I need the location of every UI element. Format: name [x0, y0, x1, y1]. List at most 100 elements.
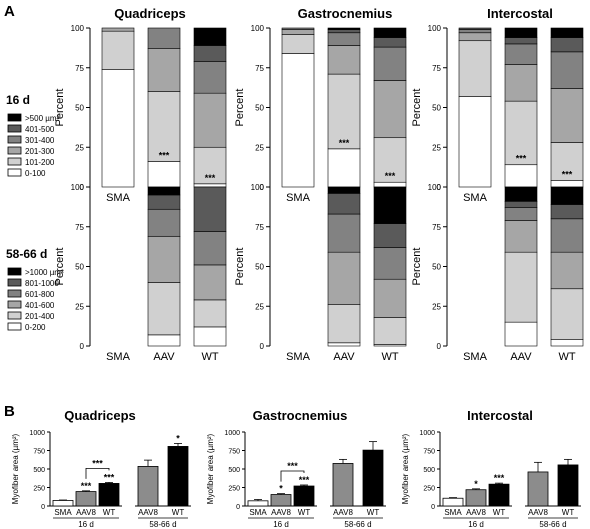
y-tick-label: 50 — [432, 104, 441, 113]
stacked-bar-segment — [504, 220, 538, 253]
y-tick-label: 25 — [255, 302, 264, 311]
stacked-bar-segment — [193, 264, 227, 301]
group-label: 58-66 d — [149, 520, 176, 529]
y-tick-label: 75 — [75, 64, 84, 73]
y-axis-label: Percent — [54, 89, 66, 127]
stacked-bar-segment — [550, 218, 584, 253]
legend-58-66d-title: 58-66 d — [6, 247, 47, 261]
bar — [557, 464, 579, 507]
x-tick-label: AAV8 — [76, 508, 96, 517]
stacked-bar-segment — [101, 27, 135, 32]
legend-swatch — [7, 157, 22, 166]
stacked-bar-segment — [550, 27, 584, 38]
legend-swatch — [7, 300, 22, 309]
stacked-bar-segment — [373, 27, 407, 38]
y-tick-label: 0 — [437, 183, 442, 192]
summary-title-quadriceps: Quadriceps — [64, 408, 136, 423]
y-tick-label: 75 — [255, 64, 264, 73]
stacked-bar-segment — [458, 40, 492, 97]
stacked-chart-gastrocnemius-58-66d: 0 25 50 75 100 Percent SMA AAV WT — [234, 183, 407, 363]
legend-label: 0-100 — [25, 169, 46, 178]
legend-16d-title: 16 d — [6, 93, 30, 107]
stacked-bar-segment — [327, 342, 361, 347]
stacked-bar-segment — [327, 251, 361, 305]
stacked-bar-segment — [373, 223, 407, 248]
y-tick-label: 0 — [80, 183, 85, 192]
bar — [98, 483, 120, 507]
legend-58-66d: 58-66 d >1000 µm² 801-1000 601-800 401-600 2… — [6, 247, 64, 332]
stacked-bar-segment — [147, 208, 181, 237]
significance-mark: * — [176, 433, 180, 443]
stacked-bar-segment — [504, 27, 538, 38]
stacked-bar-segment — [193, 45, 227, 62]
legend-swatch — [7, 113, 22, 122]
stacked-bar-segment — [327, 29, 361, 34]
stacked-bar-segment — [281, 53, 315, 188]
x-tick-label: SMA — [249, 508, 267, 517]
stacked-bar-segment — [504, 251, 538, 323]
x-tick-label: WT — [562, 508, 575, 517]
area-chart-intercostal: 0 250 500 750 1000 Myofiber area (µm²) SMA * AAV… — [401, 430, 581, 529]
bar — [167, 446, 189, 507]
stacked-chart-quadriceps-58-66d: 0 25 50 75 100 Percent SMA AAV WT — [54, 183, 227, 363]
x-tick-label: AAV8 — [333, 508, 353, 517]
stacked-bar-segment — [147, 186, 181, 196]
stacked-bar-segment — [193, 27, 227, 46]
y-tick-label: 500 — [228, 467, 240, 474]
stacked-bar-segment — [193, 326, 227, 347]
significance-mark: *** — [159, 151, 170, 161]
stacked-bar-segment — [147, 334, 181, 347]
stacked-bar-segment — [458, 32, 492, 42]
bar — [137, 466, 159, 507]
x-tick-label: WT — [558, 351, 575, 363]
legend-label: >1000 µm² — [25, 268, 64, 277]
stacked-bar-segment — [193, 231, 227, 266]
y-tick-label: 75 — [255, 223, 264, 232]
y-tick-label: 25 — [432, 143, 441, 152]
y-axis-label: Myofiber area (µm²) — [11, 433, 20, 504]
stacked-bar-segment — [504, 201, 538, 208]
stacked-bar-segment — [373, 37, 407, 48]
summary-title-intercostal: Intercostal — [467, 408, 533, 423]
x-tick-label: AAV8 — [271, 508, 291, 517]
stacked-bar-segment — [147, 235, 181, 283]
bar — [442, 497, 464, 507]
x-tick-label: WT — [367, 508, 380, 517]
stacked-bar-segment — [147, 194, 181, 210]
stacked-bar-segment — [550, 251, 584, 290]
y-tick-label: 100 — [428, 183, 442, 192]
y-axis-label: Percent — [234, 89, 246, 127]
significance-mark: * — [279, 484, 283, 494]
stacked-bar-segment — [281, 27, 315, 30]
bar — [488, 483, 510, 507]
bar — [332, 463, 354, 507]
stacked-bar-segment — [373, 46, 407, 81]
summary-title-gastrocnemius: Gastrocnemius — [253, 408, 348, 423]
y-tick-label: 1000 — [419, 430, 435, 437]
y-tick-label: 75 — [432, 64, 441, 73]
legend-label: 0-200 — [25, 323, 46, 332]
bar — [270, 494, 292, 507]
y-tick-label: 0 — [41, 504, 45, 511]
stacked-bar-segment — [327, 45, 361, 75]
legend-58-66d-entries: >1000 µm² 801-1000 601-800 401-600 201-400 0-… — [7, 267, 64, 332]
stacked-bar-segment — [101, 30, 135, 70]
legend-label: 401-500 — [25, 125, 55, 134]
bar — [362, 449, 384, 507]
stacked-bar-segment — [504, 43, 538, 65]
y-tick-label: 750 — [33, 449, 45, 456]
panel-a-letter: A — [4, 3, 15, 20]
group-label: 16 d — [78, 520, 94, 529]
stacked-bar-segment — [504, 207, 538, 221]
x-tick-label: WT — [381, 351, 398, 363]
legend-swatch — [7, 311, 22, 320]
stacked-bar-segment — [327, 213, 361, 253]
y-tick-label: 0 — [236, 504, 240, 511]
stacked-bar-segment — [147, 48, 181, 92]
significance-mark: *** — [299, 475, 310, 485]
y-tick-label: 250 — [33, 486, 45, 493]
legend-label: 601-800 — [25, 290, 55, 299]
x-tick-label: SMA — [106, 192, 131, 204]
stacked-bar-segment — [550, 288, 584, 340]
